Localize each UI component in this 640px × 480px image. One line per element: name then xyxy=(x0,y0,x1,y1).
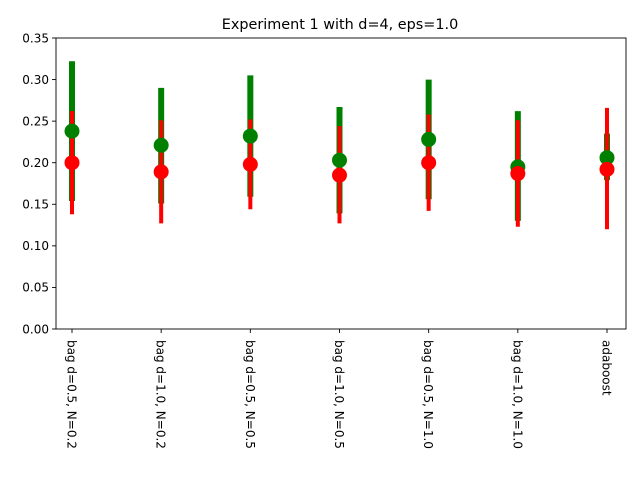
data-point xyxy=(421,131,437,147)
data-point xyxy=(153,164,169,180)
x-tick-label: bag d=0.5, N=0.2 xyxy=(65,340,79,449)
y-tick-label: 0.25 xyxy=(22,114,49,128)
x-tick-label: bag d=0.5, N=0.5 xyxy=(243,340,257,449)
x-tick-label: bag d=1.0, N=0.2 xyxy=(154,340,168,449)
data-point xyxy=(242,156,258,172)
y-tick-label: 0.15 xyxy=(22,198,49,212)
x-tick-label: bag d=1.0, N=0.5 xyxy=(332,340,346,449)
x-tick-label: bag d=0.5, N=1.0 xyxy=(421,340,435,449)
data-point xyxy=(64,155,80,171)
data-point xyxy=(510,166,526,182)
axes-frame xyxy=(55,37,627,330)
y-tick-label: 0.35 xyxy=(22,31,49,45)
y-tick-label: 0.00 xyxy=(22,322,49,336)
data-point xyxy=(421,155,437,171)
data-point xyxy=(599,150,615,166)
data-point xyxy=(242,128,258,144)
y-tick-label: 0.10 xyxy=(22,239,49,253)
x-tick-label: adaboost xyxy=(600,340,614,396)
chart-title: Experiment 1 with d=4, eps=1.0 xyxy=(222,17,458,33)
data-point xyxy=(599,161,615,177)
y-tick-label: 0.20 xyxy=(22,156,49,170)
y-tick-label: 0.30 xyxy=(22,73,49,87)
data-point xyxy=(153,137,169,153)
x-tick-label: bag d=1.0, N=1.0 xyxy=(510,340,524,449)
data-point xyxy=(332,152,347,168)
plot-area: 0.00 0.05 0.10 0.15 0.20 0.25 0.30 0.35 bag d=0.… xyxy=(22,31,627,449)
data-point xyxy=(64,123,80,139)
data-point xyxy=(332,167,347,183)
y-tick-label: 0.05 xyxy=(22,281,49,295)
